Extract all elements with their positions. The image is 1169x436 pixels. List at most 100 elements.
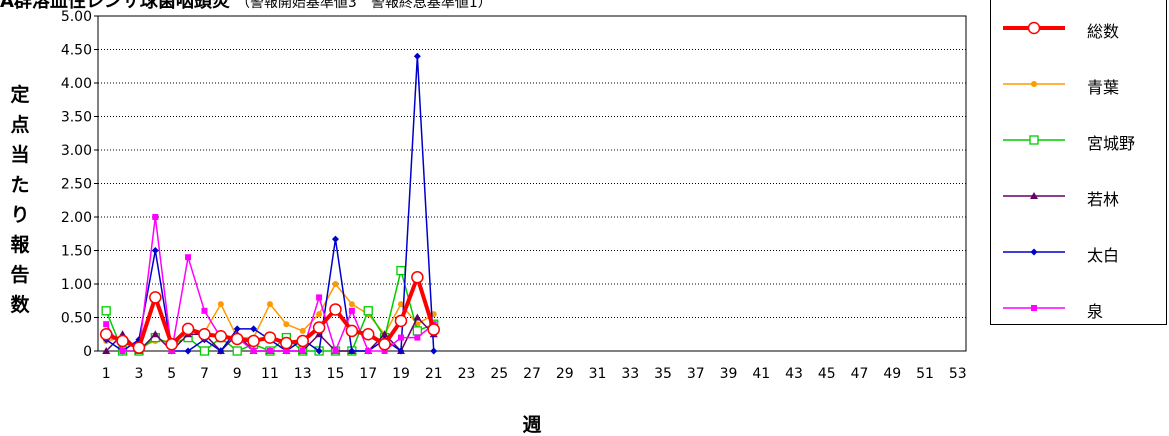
data-point xyxy=(413,313,422,321)
x-tick-label: 53 xyxy=(949,366,967,382)
chart-title-main: A群溶血性レンサ球菌咽頭炎 xyxy=(0,0,230,12)
data-point xyxy=(345,324,359,338)
data-point xyxy=(230,332,244,346)
x-tick-label: 17 xyxy=(359,366,377,382)
x-tick-label: 19 xyxy=(392,366,410,382)
data-point xyxy=(296,334,309,348)
data-point xyxy=(380,330,389,338)
data-point xyxy=(361,328,375,341)
legend-label: 青葉 xyxy=(1087,78,1120,97)
y-tick-label: 1.50 xyxy=(61,244,92,260)
data-point xyxy=(168,348,175,354)
legend-swatch xyxy=(1003,81,1065,87)
data-point xyxy=(299,348,306,354)
data-point xyxy=(184,347,192,355)
data-point xyxy=(348,301,355,308)
legend-item: 太白 xyxy=(991,240,1168,265)
legend-label: 若林 xyxy=(1087,190,1120,209)
x-tick-label: 39 xyxy=(720,366,738,382)
x-tick-label: 13 xyxy=(294,366,312,382)
data-point xyxy=(430,347,438,355)
data-point xyxy=(102,347,111,354)
data-point xyxy=(199,346,210,356)
x-tick-label: 47 xyxy=(851,366,869,382)
y-tick-label: 3.50 xyxy=(61,110,92,126)
data-point xyxy=(266,301,273,308)
x-tick-label: 51 xyxy=(916,366,934,382)
data-point xyxy=(181,322,195,336)
y-tick-label: 5.00 xyxy=(61,9,92,25)
data-point xyxy=(412,326,423,336)
data-point xyxy=(214,330,228,343)
series-5 xyxy=(103,214,437,354)
x-tick-label: 7 xyxy=(200,366,209,382)
legend-marker xyxy=(1030,248,1038,256)
legend-marker xyxy=(1027,21,1041,35)
series-0 xyxy=(99,271,440,354)
data-point xyxy=(152,214,159,220)
chart-title: A群溶血性レンサ球菌咽頭炎 （警報開始基準値3 警報終息基準値1） xyxy=(0,0,492,14)
legend-swatch xyxy=(1003,21,1065,35)
data-point xyxy=(397,301,404,308)
data-point xyxy=(201,307,208,314)
data-point xyxy=(151,330,160,338)
data-point xyxy=(99,328,113,341)
x-tick-label: 5 xyxy=(167,366,176,382)
data-point xyxy=(332,281,339,287)
data-point xyxy=(263,331,277,344)
data-point xyxy=(363,306,373,316)
data-point xyxy=(427,323,440,336)
line-chart: 0 0.50 1.00 1.50 2.00 2.50 3.00 3.50 4.00 4.50 5.0… xyxy=(61,9,967,436)
x-tick-label: 15 xyxy=(327,366,345,382)
y-tick-label: 0 xyxy=(83,344,92,360)
data-point xyxy=(329,303,342,316)
y-tick-label: 4.50 xyxy=(61,43,92,59)
y-tick-label: 1.00 xyxy=(61,277,92,293)
data-point xyxy=(316,294,323,301)
legend-item: 青葉 xyxy=(991,72,1168,97)
y-tick-label: 0.50 xyxy=(61,311,92,327)
data-point xyxy=(217,347,225,355)
data-point xyxy=(413,52,421,60)
data-point xyxy=(266,348,273,354)
data-point xyxy=(299,327,306,334)
x-tick-label: 3 xyxy=(134,366,143,382)
legend-swatch xyxy=(1003,135,1065,145)
legend-swatch xyxy=(1003,305,1065,311)
legend-item: 若林 xyxy=(991,184,1168,209)
data-point xyxy=(232,346,242,356)
x-tick-label: 11 xyxy=(261,366,279,382)
legend-label: 太白 xyxy=(1087,246,1120,265)
x-tick-label: 41 xyxy=(752,366,770,382)
x-tick-label: 23 xyxy=(458,366,476,382)
data-point xyxy=(397,334,404,341)
x-tick-label: 43 xyxy=(785,366,803,382)
x-tick-label: 21 xyxy=(425,366,443,382)
data-point xyxy=(365,348,372,354)
chart-title-sub: （警報開始基準値3 警報終息基準値1） xyxy=(235,0,492,11)
data-point xyxy=(165,338,178,351)
data-point xyxy=(348,347,356,355)
legend-label: 泉 xyxy=(1087,302,1104,321)
chart-legend: 総数 青葉 宮城野 若林 太白泉 xyxy=(990,0,1167,325)
data-point xyxy=(280,336,293,350)
data-point xyxy=(396,265,406,276)
x-tick-label: 9 xyxy=(233,366,242,382)
x-tick-label: 1 xyxy=(102,366,111,382)
legend-marker xyxy=(1030,192,1038,199)
plot-area xyxy=(97,15,967,352)
data-point xyxy=(411,271,424,284)
data-point xyxy=(198,328,211,341)
data-point xyxy=(397,347,405,355)
data-point xyxy=(250,348,257,354)
x-axis-label: 週 xyxy=(522,414,541,436)
data-point xyxy=(378,338,391,351)
data-point xyxy=(132,341,146,354)
legend-marker xyxy=(1031,81,1037,87)
data-point xyxy=(394,314,408,328)
legend-item: 泉 xyxy=(991,296,1168,321)
y-tick-label: 3.00 xyxy=(61,143,92,159)
data-point xyxy=(151,247,159,254)
data-point xyxy=(101,306,111,316)
legend-marker xyxy=(1029,135,1039,145)
